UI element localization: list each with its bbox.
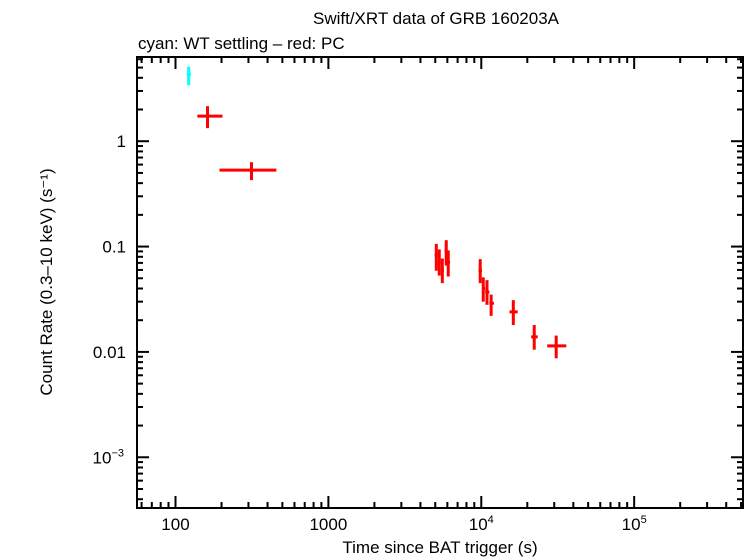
x-axis-label: Time since BAT trigger (s) (342, 538, 537, 557)
x-tick-label: 105 (622, 514, 647, 534)
series-pc (197, 106, 567, 359)
data-point (437, 249, 441, 276)
data-point (446, 250, 451, 277)
data-point (509, 300, 518, 326)
data-point (187, 66, 191, 86)
data-point (197, 106, 223, 129)
y-tick-label: 10−3 (93, 447, 124, 467)
data-point (485, 280, 490, 305)
y-tick-label: 1 (117, 132, 126, 151)
data-point (547, 335, 567, 359)
data-point (440, 258, 444, 284)
y-tick-label: 0.01 (93, 343, 126, 362)
series-wt-settling (187, 66, 191, 86)
x-tick-label: 104 (469, 514, 494, 534)
chart-subtitle: cyan: WT settling – red: PC (138, 34, 345, 53)
y-axis-label: Count Rate (0.3–10 keV) (s⁻¹) (37, 168, 56, 395)
data-point (489, 294, 494, 316)
chart-title: Swift/XRT data of GRB 160203A (313, 9, 560, 28)
data-point (434, 243, 438, 271)
y-tick-label: 0.1 (102, 238, 126, 257)
data-point (219, 162, 277, 181)
data-point (531, 325, 538, 350)
data-point (481, 277, 486, 302)
plot-frame (136, 56, 744, 509)
x-tick-label: 100 (161, 515, 189, 534)
x-tick-label: 1000 (309, 515, 347, 534)
data-point (478, 259, 482, 284)
